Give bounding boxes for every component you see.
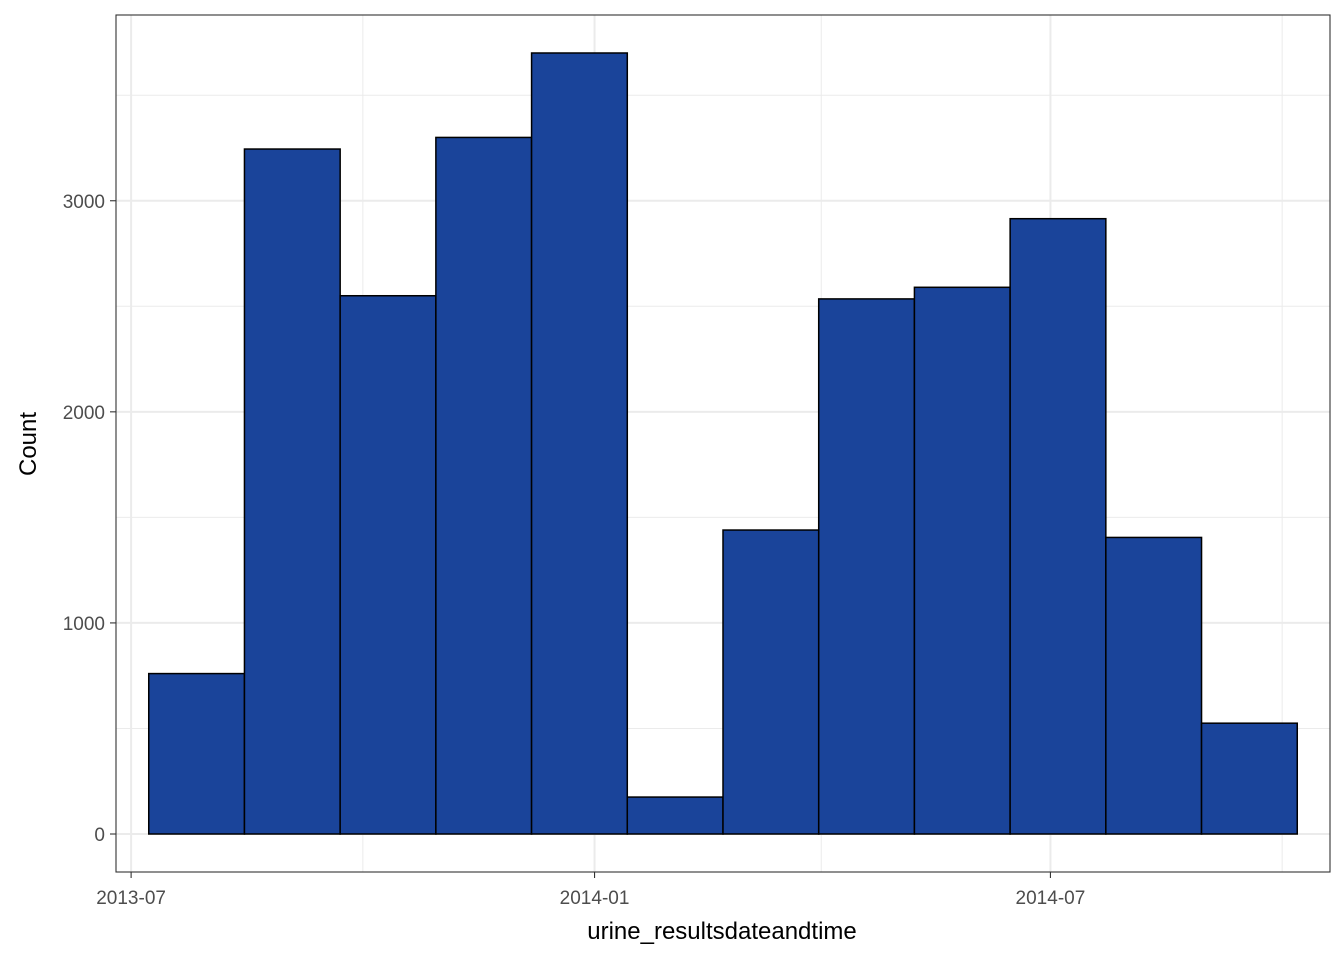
x-tick-label: 2014-01 (560, 888, 630, 909)
histogram-bar-1 (147, 672, 246, 835)
histogram-bar-2 (243, 148, 341, 835)
y-tick-label: 1000 (63, 614, 105, 635)
y-axis: 0 1000 2000 3000 (63, 192, 116, 846)
histogram-bar-3 (339, 294, 437, 835)
histogram-bar-11 (1105, 536, 1203, 835)
histogram-bar-10 (1009, 217, 1107, 835)
y-tick-label: 3000 (63, 192, 105, 213)
histogram-bar-6 (626, 796, 724, 835)
x-tick-label: 2014-07 (1016, 888, 1086, 909)
x-axis-title: urine_resultsdateandtime (587, 918, 857, 945)
y-axis-title: Count (15, 412, 42, 476)
y-tick-label: 0 (94, 825, 105, 846)
x-tick-label: 2013-07 (96, 888, 166, 909)
y-tick-label: 2000 (63, 403, 105, 424)
histogram-bar-9 (913, 286, 1011, 835)
histogram-bar-7 (722, 529, 820, 835)
x-axis: 2013-07 2014-01 2014-07 (96, 872, 1085, 909)
histogram-bar-12 (1200, 722, 1299, 835)
histogram-bars (147, 52, 1299, 835)
histogram-bar-4 (435, 136, 533, 835)
panel-border (115, 14, 1331, 873)
histogram-bar-5 (530, 52, 629, 835)
histogram-bar-8 (817, 298, 916, 835)
